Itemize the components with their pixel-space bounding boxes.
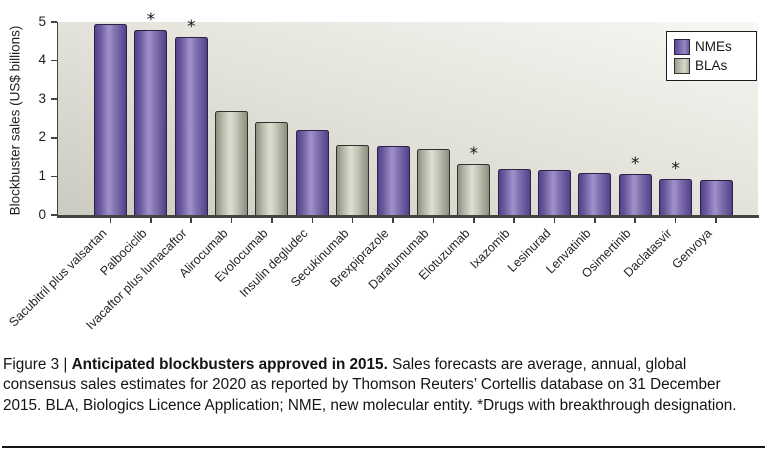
x-tick [715,218,717,223]
x-tick [432,218,435,223]
star-marker: * [146,9,156,30]
x-tick [230,218,233,223]
x-tick-label: Sacubitril plus valsartan [5,226,110,330]
plot-area: * * * * * [58,11,758,215]
star-marker: * [186,17,196,38]
y-axis-label: Blockbuster sales (US$ billions) [7,25,23,216]
x-tick [351,218,354,223]
bar [255,122,289,215]
y-tick-label: 1 [38,167,46,183]
x-tick [190,218,193,223]
legend-row: NMEs [674,38,756,55]
y-tick [50,175,57,178]
caption-prefix: Figure 3 | [3,356,72,373]
legend-swatch-nme [674,38,690,55]
legend-row: BLAs [674,57,756,74]
y-tick [50,98,57,100]
legend-label: NMEs [695,39,732,54]
bar [699,179,733,215]
bar [497,168,531,215]
x-tick [473,218,475,223]
star-marker: * [631,153,640,174]
bar [457,164,491,215]
bottom-rule [2,446,765,448]
x-tick [311,218,314,223]
x-tick [634,218,637,223]
y-tick [50,137,57,139]
star-marker: * [671,158,680,179]
bar [174,37,208,215]
y-tick-label: 5 [38,13,46,29]
y-tick-label: 3 [38,90,46,106]
x-tick [674,218,677,223]
x-tick [392,218,394,223]
bar [618,173,652,215]
y-tick-label: 4 [38,52,46,68]
y-tick [50,59,57,62]
legend: NMEs BLAs [666,31,757,81]
bar [94,23,127,215]
y-axis [56,22,59,217]
figure-caption: Figure 3 | Anticipated blockbusters appr… [3,355,755,416]
bar [578,172,612,215]
bar [416,149,450,215]
y-tick [50,214,57,216]
bar [134,29,168,215]
bar [659,178,693,215]
x-tick [513,218,515,223]
bar [376,146,410,215]
y-tick-label: 2 [38,129,46,145]
legend-label: BLAs [695,58,728,73]
x-tick [271,218,273,223]
caption-title: Anticipated blockbusters approved in 201… [71,356,388,373]
y-tick [50,21,57,23]
bar [295,130,329,215]
bar [215,110,249,215]
bar [336,144,370,215]
x-axis [56,215,759,218]
x-tick [594,218,596,223]
y-tick-label: 0 [38,206,46,222]
caption-body: Sales forecasts are average, annual, glo… [3,356,737,414]
x-tick [150,218,152,223]
x-tick [109,218,112,223]
legend-swatch-bla [674,57,690,74]
bar [538,169,572,215]
star-marker: * [469,144,479,165]
x-tick [553,218,556,223]
